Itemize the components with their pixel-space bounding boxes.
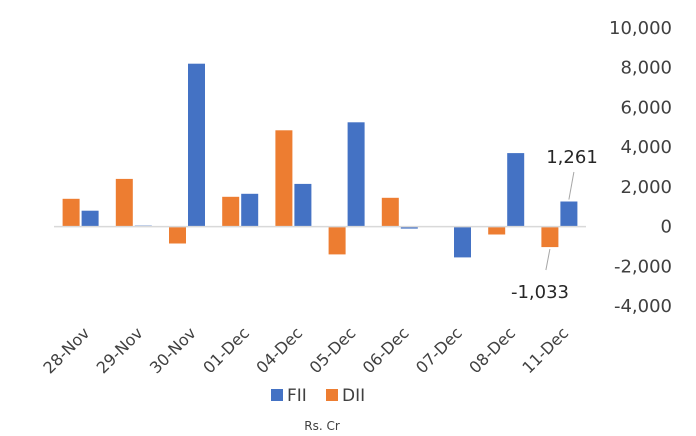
bar-fii-01-dec bbox=[241, 193, 259, 227]
y-tick-label: 0 bbox=[661, 217, 672, 238]
x-tick-label: 30-Nov bbox=[146, 323, 200, 377]
legend-swatch-dii bbox=[326, 389, 338, 401]
x-tick-label: 29-Nov bbox=[93, 323, 147, 377]
x-tick-label: 05-Dec bbox=[306, 323, 360, 377]
legend-label-dii: DII bbox=[342, 386, 365, 406]
y-tick-label: -4,000 bbox=[614, 296, 672, 317]
y-tick-label: 4,000 bbox=[620, 137, 672, 158]
y-tick-label: 2,000 bbox=[620, 177, 672, 198]
legend-swatch-fii bbox=[271, 389, 283, 401]
bar-dii-29-nov bbox=[115, 178, 133, 227]
leader-line-dii bbox=[545, 248, 551, 271]
x-tick-label: 04-Dec bbox=[252, 323, 306, 377]
bar-dii-06-dec bbox=[381, 197, 399, 227]
unit-label: Rs. Cr bbox=[304, 419, 340, 432]
x-tick-label: 08-Dec bbox=[465, 323, 519, 377]
x-tick-label: 28-Nov bbox=[39, 323, 93, 377]
bar-dii-11-dec bbox=[541, 226, 559, 248]
bar-dii-30-nov bbox=[169, 226, 186, 244]
legend: FII DII bbox=[271, 386, 365, 406]
bar-fii-06-dec bbox=[400, 226, 418, 229]
bar-dii-04-dec bbox=[275, 130, 293, 227]
bar-dii-08-dec bbox=[488, 226, 506, 235]
x-tick-label: 11-Dec bbox=[518, 323, 572, 377]
y-tick-label: -2,000 bbox=[614, 256, 672, 277]
x-tick-label: 07-Dec bbox=[412, 323, 466, 377]
data-labels-layer: 1,261 -1,033 bbox=[511, 147, 598, 303]
y-axis-ticks: -4,000 -2,000 0 2,000 4,000 6,000 8,000 10,000 bbox=[609, 18, 672, 317]
legend-label-fii: FII bbox=[287, 386, 307, 406]
data-label-fii-11-dec: 1,261 bbox=[546, 147, 598, 168]
bar-dii-28-nov bbox=[62, 198, 80, 227]
y-tick-label: 8,000 bbox=[620, 58, 672, 79]
bar-fii-11-dec bbox=[560, 201, 578, 227]
bar-fii-08-dec bbox=[507, 153, 525, 227]
bar-fii-30-nov bbox=[188, 63, 205, 227]
data-label-dii-11-dec: -1,033 bbox=[511, 282, 569, 303]
bar-dii-01-dec bbox=[222, 196, 240, 227]
bar-fii-07-dec bbox=[454, 226, 471, 258]
x-tick-label: 01-Dec bbox=[199, 323, 253, 377]
y-tick-label: 10,000 bbox=[609, 18, 672, 39]
bar-fii-05-dec bbox=[347, 122, 365, 227]
x-tick-label: 06-Dec bbox=[359, 323, 413, 377]
bar-dii-05-dec bbox=[328, 226, 346, 255]
x-axis-ticks: 28-Nov 29-Nov 30-Nov 01-Dec 04-Dec 05-Dec 06-D… bbox=[39, 323, 572, 377]
bar-fii-28-nov bbox=[81, 210, 99, 227]
leader-line-fii bbox=[568, 171, 575, 200]
bar-fii-04-dec bbox=[294, 183, 312, 227]
y-tick-label: 6,000 bbox=[620, 97, 672, 118]
bars-layer bbox=[62, 63, 578, 258]
